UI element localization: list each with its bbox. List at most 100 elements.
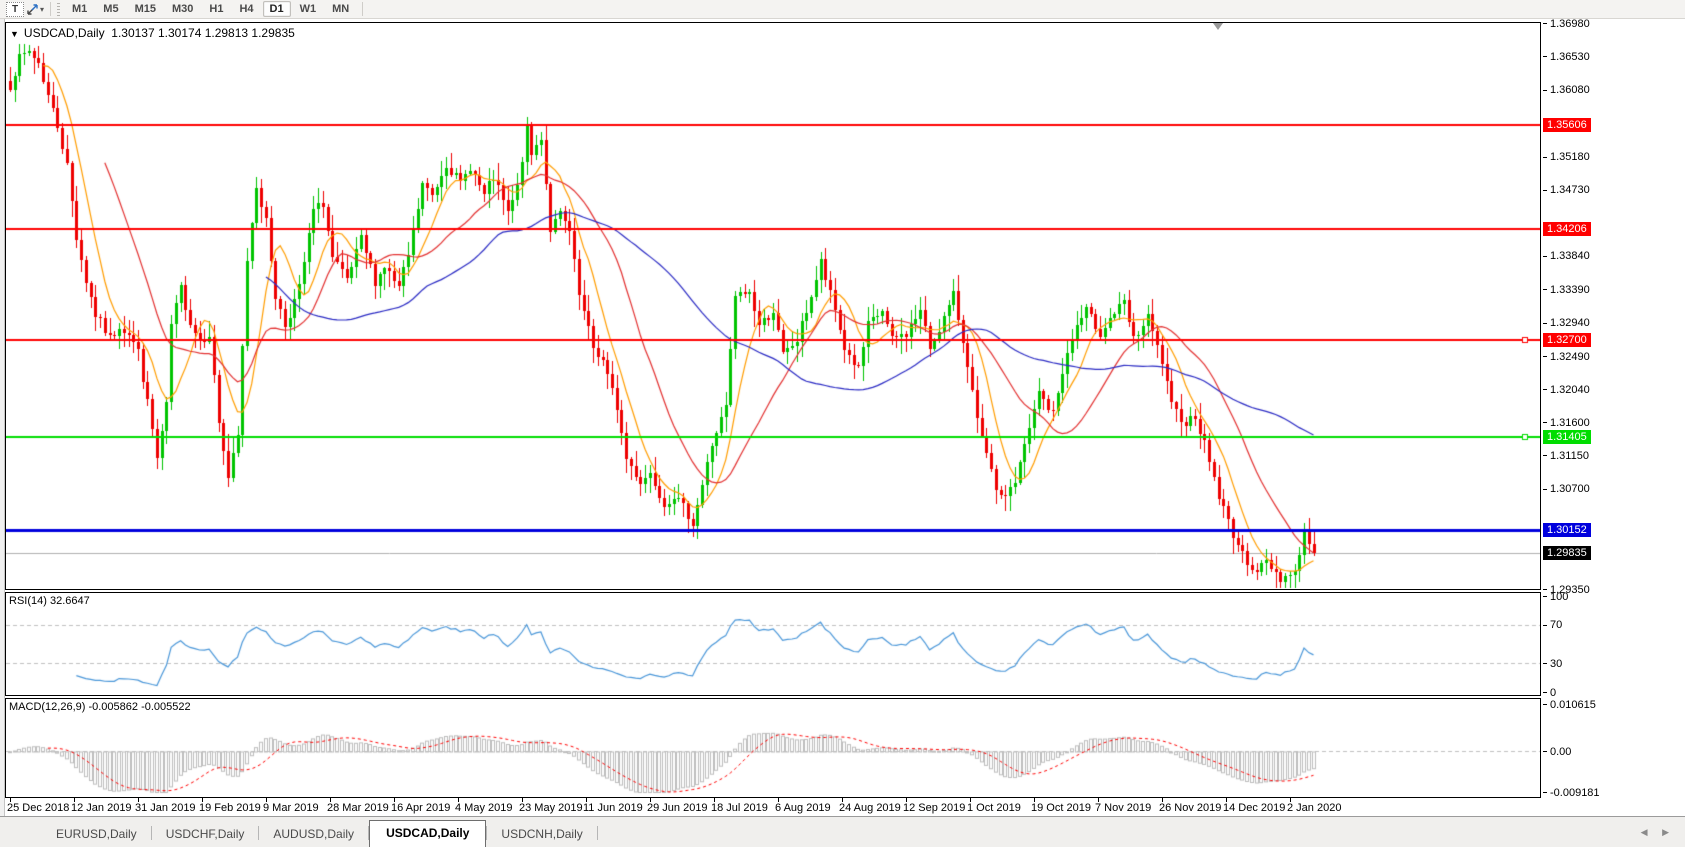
rsi-tick: 30	[1543, 657, 1562, 670]
cursor-arrows-button[interactable]: ▾	[26, 2, 44, 17]
price-tick: 1.36530	[1543, 50, 1590, 63]
timeframe-button-h1[interactable]: H1	[209, 3, 224, 15]
date-tick-mark	[1162, 798, 1163, 802]
rsi-panel	[5, 592, 1541, 696]
toolbar-grip-handle[interactable]	[57, 2, 61, 16]
tab-separator	[368, 826, 370, 840]
price-tick: 1.31150	[1543, 449, 1589, 462]
symbol-title: USDCAD,Daily	[23, 26, 105, 40]
rsi-canvas[interactable]	[6, 593, 1540, 695]
price-tick: 1.35180	[1543, 151, 1590, 164]
date-label: 9 Mar 2019	[263, 802, 319, 814]
price-tick: 1.33390	[1543, 283, 1590, 296]
timeframe-button-m15[interactable]: M15	[134, 3, 156, 15]
date-label: 14 Dec 2019	[1223, 802, 1286, 814]
hline-price-label: 1.35606	[1543, 117, 1591, 132]
chart-window: ▼ USDCAD,Daily 1.30137 1.30174 1.29813 1.…	[0, 18, 1685, 816]
price-tick: 1.29350	[1543, 583, 1590, 596]
chart-title: ▼ USDCAD,Daily 1.30137 1.30174 1.29813 1.…	[10, 26, 295, 40]
hline-price-label: 1.32700	[1543, 333, 1591, 348]
date-label: 4 May 2019	[455, 802, 513, 814]
price-tick: 1.30700	[1543, 483, 1590, 496]
price-tick: 1.32940	[1543, 317, 1590, 330]
date-label: 16 Apr 2019	[391, 802, 451, 814]
timeframe-button-d1[interactable]: D1	[262, 1, 291, 17]
date-label: 26 Nov 2019	[1159, 802, 1222, 814]
date-tick-mark	[650, 798, 651, 802]
rsi-tick: 100	[1543, 590, 1568, 603]
tab-audusd[interactable]: AUDUSD,Daily	[273, 827, 355, 841]
tab-separator	[150, 826, 152, 840]
chart-tab-bar: EURUSD,Daily USDCHF,Daily AUDUSD,Daily USDC…	[0, 816, 1685, 847]
timeframe-button-mn[interactable]: MN	[332, 3, 350, 15]
price-axis: 1.36980 1.36530 1.36080 1.35180 1.34730 1.338…	[1543, 18, 1685, 816]
rsi-tick: 70	[1543, 619, 1562, 632]
ohlc-values: 1.30137 1.30174 1.29813 1.29835	[111, 26, 295, 40]
date-tick-mark	[778, 798, 779, 802]
hline-price-label: 1.30152	[1543, 522, 1591, 537]
date-tick-mark	[202, 798, 203, 802]
timeframe-button-m5[interactable]: M5	[103, 3, 119, 15]
toolbar: T ▾ M1 M5 M15 M30 H1 H4 D1 W1 MN	[0, 0, 1685, 19]
date-label: 25 Dec 2018	[7, 802, 70, 814]
tab-scroll-arrows: ◀ ▶	[1641, 827, 1675, 838]
price-tick: 1.33840	[1543, 250, 1590, 263]
tab-separator	[596, 826, 598, 840]
date-label: 12 Jan 2019	[71, 802, 132, 814]
tab-scroll-left-button[interactable]: ◀	[1640, 827, 1654, 837]
tab-usdcnh[interactable]: USDCNH,Daily	[501, 827, 583, 841]
date-axis: 25 Dec 2018 12 Jan 2019 31 Jan 2019 19 Feb …	[5, 798, 1541, 816]
timeframe-button-m1[interactable]: M1	[72, 3, 88, 15]
hline-price-label: 1.31405	[1543, 429, 1591, 444]
main-chart-canvas[interactable]	[6, 23, 1540, 589]
date-label: 1 Oct 2019	[967, 802, 1021, 814]
date-label: 29 Jun 2019	[647, 802, 708, 814]
macd-panel	[5, 698, 1541, 798]
tab-separator	[258, 826, 260, 840]
macd-tick: -0.009181	[1543, 786, 1600, 799]
date-tick-mark	[970, 798, 971, 802]
date-tick-mark	[586, 798, 587, 802]
date-label: 28 Mar 2019	[327, 802, 389, 814]
chart-shift-marker[interactable]	[1213, 23, 1223, 30]
timeframe-button-m30[interactable]: M30	[171, 3, 194, 15]
date-label: 23 May 2019	[519, 802, 583, 814]
rsi-indicator-label: RSI(14) 32.6647	[9, 595, 90, 607]
macd-tick: 0.00	[1543, 745, 1571, 758]
current-price-label: 1.29835	[1543, 546, 1591, 561]
collapse-triangle-icon[interactable]: ▼	[10, 29, 19, 39]
price-tick: 1.31600	[1543, 416, 1590, 429]
timeframe-button-w1[interactable]: W1	[299, 3, 317, 15]
text-tool-button[interactable]: T	[6, 1, 24, 17]
tab-usdchf[interactable]: USDCHF,Daily	[165, 827, 245, 841]
macd-indicator-label: MACD(12,26,9) -0.005862 -0.005522	[9, 701, 191, 713]
date-tick-mark	[714, 798, 715, 802]
tab-scroll-right-button[interactable]: ▶	[1662, 827, 1675, 837]
toolbar-separator	[50, 2, 52, 16]
timeframe-button-h4[interactable]: H4	[239, 3, 254, 15]
date-tick-mark	[74, 798, 75, 802]
tab-usdcad[interactable]: USDCAD,Daily	[369, 820, 487, 847]
date-label: 7 Nov 2019	[1095, 802, 1152, 814]
date-label: 6 Aug 2019	[775, 802, 831, 814]
date-tick-mark	[1034, 798, 1035, 802]
date-tick-mark	[522, 798, 523, 802]
date-tick-mark	[842, 798, 843, 802]
macd-canvas[interactable]	[6, 699, 1540, 797]
price-tick: 1.32490	[1543, 350, 1590, 363]
toolbar-separator	[362, 2, 364, 16]
date-label: 2 Jan 2020	[1287, 802, 1342, 814]
rsi-tick: 0	[1543, 686, 1556, 699]
date-tick-mark	[138, 798, 139, 802]
date-label: 11 Jun 2019	[583, 802, 643, 814]
date-tick-mark	[1290, 798, 1291, 802]
date-tick-mark	[906, 798, 907, 802]
date-tick-mark	[1098, 798, 1099, 802]
price-tick: 1.36080	[1543, 84, 1590, 97]
double-arrow-icon	[27, 3, 38, 15]
tab-eurusd[interactable]: EURUSD,Daily	[56, 827, 137, 841]
date-tick-mark	[394, 798, 395, 802]
date-label: 12 Sep 2019	[903, 802, 966, 814]
chevron-down-icon: ▾	[40, 4, 45, 14]
date-label: 19 Oct 2019	[1031, 802, 1091, 814]
